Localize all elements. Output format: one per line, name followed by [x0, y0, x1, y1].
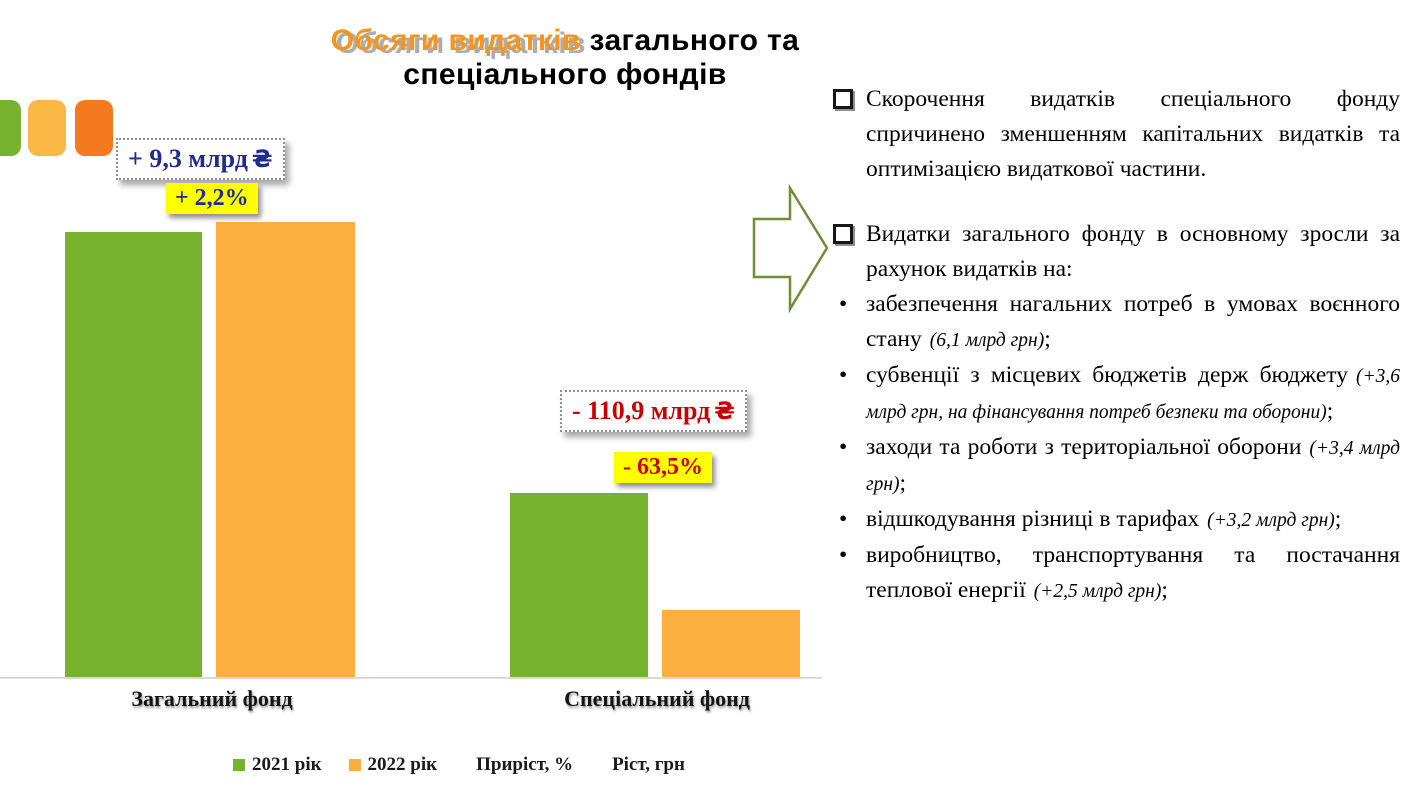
checkbox-bullet-icon: [833, 89, 853, 109]
hryvnia-sign: ₴: [714, 397, 735, 425]
right-arrow-icon: [752, 183, 829, 314]
annotation-growth-pct-general: + 2,2%: [166, 183, 258, 214]
bullet-icon: •: [839, 542, 848, 568]
legend-swatch-2022: [348, 759, 361, 771]
bar-2022-special: [662, 610, 800, 678]
list-item: • забезпечення нагальних потреб в умовах…: [833, 287, 1400, 358]
legend-item-2021: 2021 рік: [233, 754, 322, 776]
legend-item-2022: 2022 рік: [348, 754, 437, 776]
deco-square-green: [0, 100, 21, 156]
bullet-icon: •: [839, 291, 848, 317]
bar-2021-special: [510, 493, 648, 678]
deco-square-amber: [28, 100, 66, 156]
legend-item-rist: Ріст, грн: [612, 754, 685, 775]
category-label-general: Загальний фонд: [131, 686, 293, 711]
checkbox-bullet-icon: [833, 224, 853, 244]
legend-swatch-2021: [233, 759, 245, 771]
bar-2021-general: [65, 232, 202, 678]
category-label-special: Спеціальний фонд: [564, 686, 750, 711]
slide-title-highlight: Обсяги видатків: [330, 24, 581, 57]
bullet-icon: •: [839, 434, 848, 460]
deco-square-orange: [75, 100, 113, 156]
annotation-growth-uah-general: + 9,3 млрд ₴: [116, 138, 285, 180]
list-item: • виробництво, транспортування та постач…: [833, 538, 1400, 609]
annotation-growth-uah-special: - 110,9 млрд ₴: [560, 390, 747, 432]
hryvnia-sign: ₴: [251, 145, 273, 173]
bullet-icon: •: [839, 506, 848, 532]
slide-title: Обсяги видатків загального та спеціально…: [195, 24, 935, 92]
x-axis-line: [0, 677, 822, 679]
check-paragraph: Видатки загального фонду в основному зро…: [833, 217, 1400, 287]
check-paragraph: Скорочення видатків спеціального фонду с…: [833, 82, 1400, 187]
commentary-panel: Скорочення видатків спеціального фонду с…: [833, 82, 1400, 609]
list-item: • субвенції з місцевих бюджетів держ бюд…: [833, 358, 1400, 430]
legend-item-pryrist: Приріст, %: [476, 754, 574, 775]
bullet-icon: •: [839, 362, 848, 388]
annotation-growth-pct-special: - 63,5%: [614, 452, 712, 483]
slide-title-line2: спеціального фондів: [403, 58, 727, 91]
list-item: • відшкодування різниці в тарифах (+3,2 м…: [833, 502, 1400, 538]
list-item: • заходи та роботи з територіальної обор…: [833, 430, 1400, 502]
slide-title-rest: загального та: [580, 24, 800, 57]
slide-title-line1: Обсяги видатків загального та: [195, 24, 935, 58]
chart-legend: 2021 рік 2022 рік Приріст, % Ріст, грн: [233, 754, 685, 776]
bar-2022-general: [216, 222, 355, 678]
